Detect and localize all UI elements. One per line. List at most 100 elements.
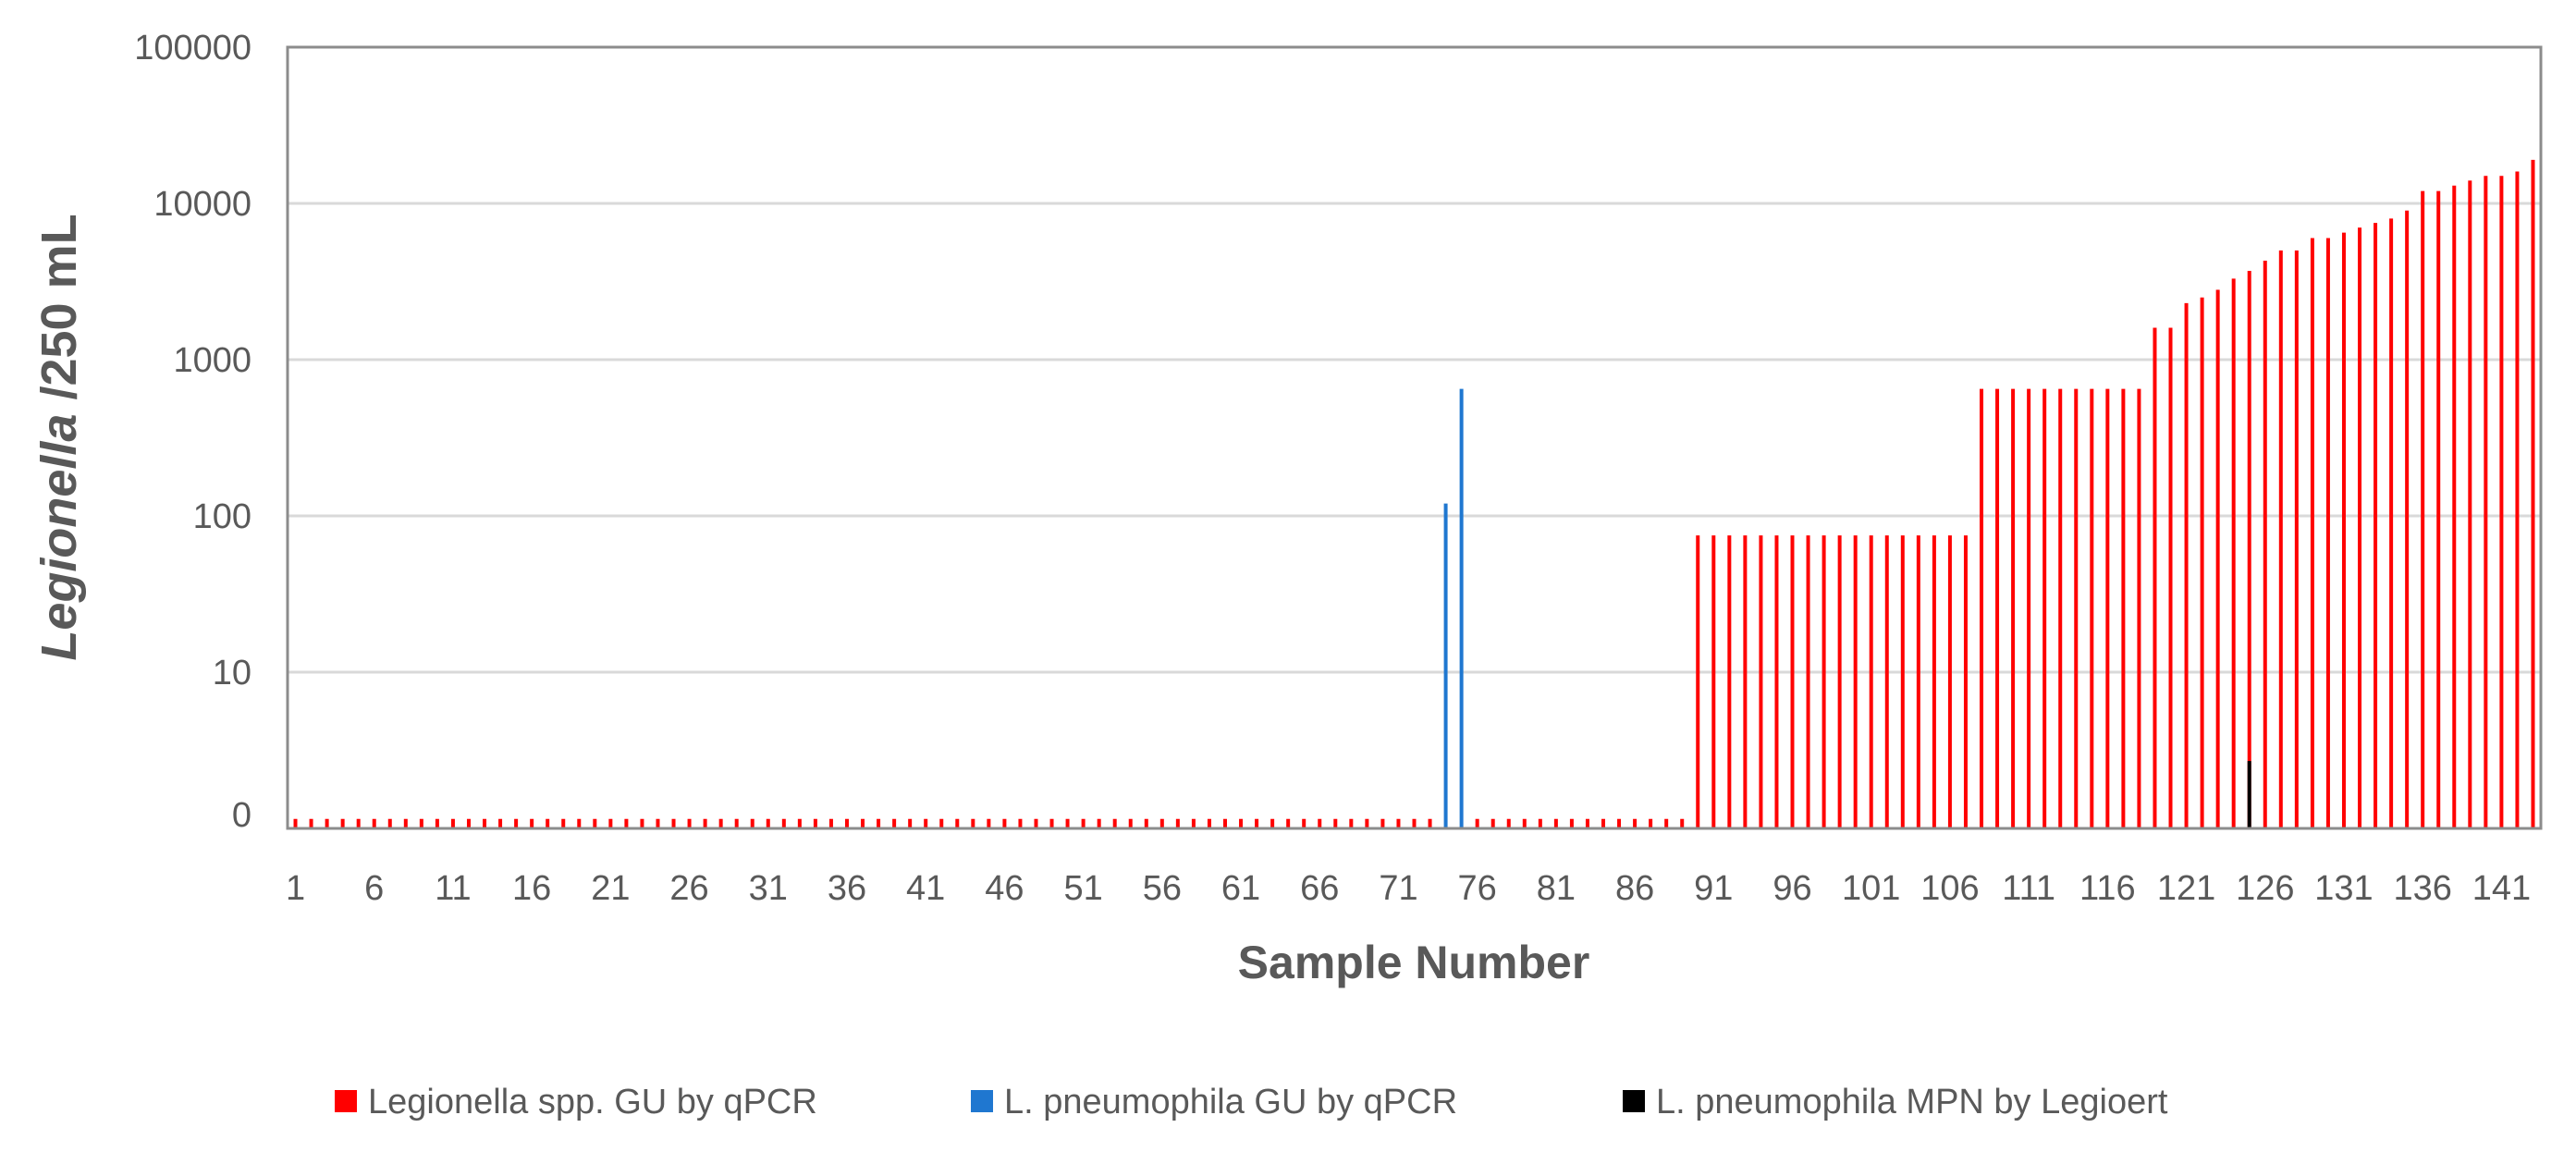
bar-series-0-sample-73 bbox=[1428, 818, 1432, 828]
bar-series-0-sample-29 bbox=[734, 818, 739, 828]
y-tick-label: 10000 bbox=[153, 185, 251, 224]
bar-series-0-sample-91 bbox=[1711, 535, 1716, 828]
bar-series-0-sample-33 bbox=[797, 818, 802, 828]
bar-series-0-sample-123 bbox=[2215, 289, 2220, 828]
bar-series-0-sample-13 bbox=[483, 818, 487, 828]
bar-series-0-sample-32 bbox=[781, 818, 786, 828]
bar-series-0-sample-63 bbox=[1270, 818, 1275, 828]
x-tick-label: 6 bbox=[364, 869, 384, 908]
y-tick-label: 100 bbox=[193, 497, 251, 536]
bar-series-0-sample-62 bbox=[1255, 818, 1259, 828]
bar-series-0-sample-49 bbox=[1049, 818, 1054, 828]
bar-series-0-sample-57 bbox=[1175, 818, 1180, 828]
bar-series-0-sample-133 bbox=[2374, 223, 2378, 829]
bar-series-0-sample-60 bbox=[1222, 818, 1227, 828]
grid-layer bbox=[288, 202, 2541, 674]
bar-series-0-sample-125 bbox=[2247, 270, 2251, 829]
bar-series-0-sample-86 bbox=[1633, 818, 1638, 828]
bar-series-0-sample-17 bbox=[546, 818, 550, 828]
bar-series-0-sample-12 bbox=[466, 818, 471, 828]
bar-series-0-sample-97 bbox=[1806, 535, 1810, 828]
bar-series-0-sample-70 bbox=[1380, 818, 1385, 828]
bar-series-0-sample-53 bbox=[1112, 818, 1117, 828]
bar-series-0-sample-79 bbox=[1522, 818, 1527, 828]
bar-series-0-sample-25 bbox=[671, 818, 676, 828]
bar-series-0-sample-47 bbox=[1018, 818, 1023, 828]
y-tick-label: 100000 bbox=[134, 29, 251, 67]
x-tick-label: 101 bbox=[1842, 869, 1900, 908]
bar-series-0-sample-52 bbox=[1097, 818, 1101, 828]
bar-series-0-sample-108 bbox=[1980, 388, 1984, 828]
bar-series-0-sample-113 bbox=[2058, 388, 2063, 828]
bar-series-0-sample-109 bbox=[1995, 388, 2000, 828]
bar-series-0-sample-11 bbox=[450, 818, 455, 828]
bar-series-0-sample-76 bbox=[1475, 818, 1479, 828]
legend-label-legionella-spp: Legionella spp. GU by qPCR bbox=[368, 1083, 817, 1121]
bar-series-0-sample-95 bbox=[1774, 535, 1779, 828]
y-axis-title-unit: /250 mL bbox=[31, 214, 87, 413]
bar-series-0-sample-143 bbox=[2531, 159, 2535, 829]
bar-series-0-sample-45 bbox=[987, 818, 991, 828]
x-tick-label: 111 bbox=[2002, 869, 2055, 908]
bar-series-0-sample-21 bbox=[608, 818, 613, 828]
bar-series-0-sample-90 bbox=[1696, 535, 1700, 828]
plot-frame bbox=[286, 45, 2543, 830]
bar-series-0-sample-92 bbox=[1727, 535, 1732, 828]
bar-series-0-sample-16 bbox=[530, 818, 534, 828]
bar-series-0-sample-140 bbox=[2484, 176, 2488, 828]
bar-series-0-sample-124 bbox=[2231, 278, 2236, 828]
legend-swatch-legionella-spp bbox=[335, 1090, 357, 1112]
x-tick-label: 61 bbox=[1221, 869, 1260, 908]
bar-series-0-sample-42 bbox=[939, 818, 944, 828]
bar-series-0-sample-43 bbox=[955, 818, 960, 828]
bar-series-0-sample-130 bbox=[2325, 238, 2330, 828]
x-tick-labels: 1 6 11 16 21 26 31 36 41 46 51 56 61 66 71 76 81 86 91 96 10… bbox=[286, 869, 2531, 908]
bar-series-0-sample-68 bbox=[1349, 818, 1354, 828]
y-tick-label: 0 bbox=[232, 796, 251, 835]
x-tick-label: 81 bbox=[1537, 869, 1576, 908]
bar-series-0-sample-136 bbox=[2421, 190, 2425, 829]
bar-series-0-sample-112 bbox=[2042, 388, 2047, 828]
bar-series-0-sample-50 bbox=[1065, 818, 1070, 828]
bar-series-0-sample-5 bbox=[356, 818, 361, 828]
bar-series-0-sample-93 bbox=[1743, 535, 1748, 828]
bar-series-0-sample-34 bbox=[813, 818, 817, 828]
bar-series-0-sample-41 bbox=[924, 818, 928, 828]
legend: Legionella spp. GU by qPCR L. pneumophil… bbox=[335, 1083, 2168, 1121]
bar-series-0-sample-103 bbox=[1900, 535, 1905, 828]
x-tick-label: 56 bbox=[1143, 869, 1182, 908]
bar-series-0-sample-20 bbox=[593, 818, 597, 828]
bar-series-0-sample-6 bbox=[372, 818, 376, 828]
x-tick-label: 116 bbox=[2079, 869, 2136, 908]
x-tick-label: 126 bbox=[2236, 869, 2294, 908]
bar-series-0-sample-119 bbox=[2153, 327, 2157, 828]
bar-series-0-sample-66 bbox=[1318, 818, 1322, 828]
bar-series-0-sample-4 bbox=[340, 818, 345, 828]
bar-series-0-sample-115 bbox=[2090, 388, 2094, 828]
bar-series-0-sample-81 bbox=[1553, 818, 1558, 828]
y-tick-label: 10 bbox=[213, 654, 251, 692]
legend-swatch-lp-mpn bbox=[1623, 1090, 1645, 1112]
bar-series-0-sample-18 bbox=[561, 818, 566, 828]
bar-series-0-sample-142 bbox=[2515, 171, 2520, 828]
bar-series-0-sample-36 bbox=[844, 818, 849, 828]
x-tick-label: 76 bbox=[1458, 869, 1497, 908]
bar-series-0-sample-69 bbox=[1365, 818, 1369, 828]
bar-series-0-sample-110 bbox=[2011, 388, 2016, 828]
y-axis-title: Legionella /250 mL bbox=[31, 214, 87, 660]
bar-series-0-sample-46 bbox=[1002, 818, 1007, 828]
bar-series-0-sample-117 bbox=[2121, 388, 2126, 828]
bar-series-0-sample-138 bbox=[2452, 185, 2457, 828]
y-tick-labels: 0 10 100 1000 10000 100000 bbox=[134, 29, 251, 835]
bar-series-0-sample-83 bbox=[1585, 818, 1589, 828]
bar-series-0-sample-65 bbox=[1302, 818, 1306, 828]
legend-label-lp-qpcr: L. pneumophila GU by qPCR bbox=[1004, 1083, 1457, 1121]
bar-series-0-sample-7 bbox=[387, 818, 392, 828]
x-tick-label: 26 bbox=[669, 869, 708, 908]
bar-series-0-sample-120 bbox=[2168, 327, 2173, 828]
x-tick-label: 86 bbox=[1615, 869, 1654, 908]
bar-series-0-sample-24 bbox=[656, 818, 660, 828]
bar-series-0-sample-1 bbox=[293, 818, 298, 828]
x-tick-label: 36 bbox=[828, 869, 866, 908]
